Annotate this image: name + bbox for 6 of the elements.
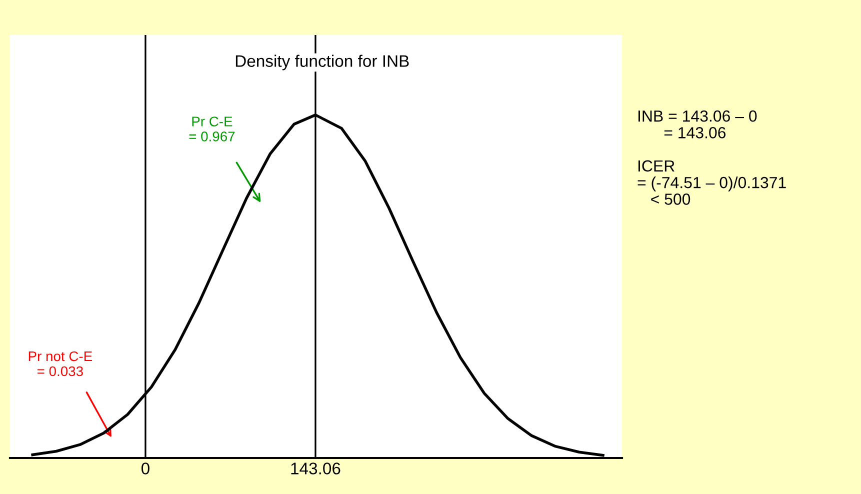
text: INB = 143.06 – 0 = 143.06 ICER = (-74.51 – 0)/0.1371 < 500 bbox=[638, 110, 786, 205]
annotation: Pr not C-E = 0.033 bbox=[28, 351, 92, 376]
annotation: Pr C-E = 0.967 bbox=[189, 116, 235, 142]
x-tick-label: 0 bbox=[141, 462, 150, 474]
chart-title: Density function for INB bbox=[236, 54, 409, 70]
x-tick-label: 143.06 bbox=[291, 462, 340, 474]
